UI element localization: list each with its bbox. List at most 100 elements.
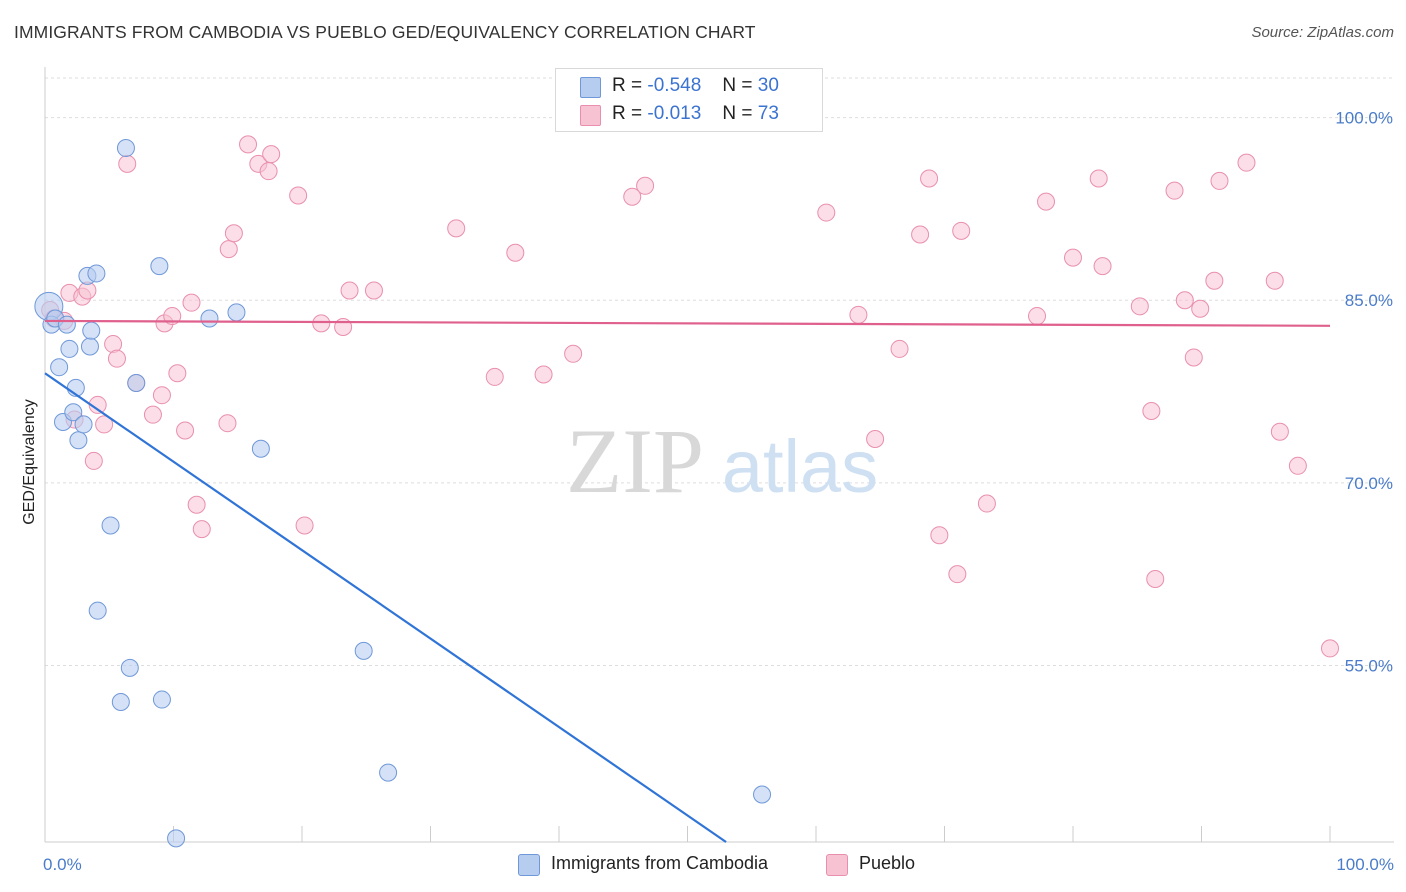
- pueblo-point: [564, 344, 583, 363]
- watermark-zip: ZIP: [566, 410, 704, 512]
- pueblo-point: [920, 169, 939, 188]
- watermark: ZIP atlas: [566, 410, 878, 512]
- y-tick-label: 100.0%: [1335, 109, 1393, 128]
- legend-r-value-pueblo: -0.013: [647, 103, 702, 124]
- pueblo-points: [41, 135, 1339, 658]
- pueblo-point: [1191, 299, 1210, 318]
- pueblo-point: [534, 365, 553, 384]
- y-tick-label: 55.0%: [1345, 656, 1393, 675]
- pueblo-point: [1142, 402, 1161, 421]
- tick-labels: 55.0% 70.0% 85.0% 100.0% 0.0% 100.0%: [43, 109, 1394, 874]
- legend-swatch-cambodia: [580, 77, 601, 98]
- cambodia-point: [379, 763, 398, 782]
- pueblo-point: [262, 145, 281, 164]
- pueblo-point: [1321, 639, 1339, 658]
- legend-r-label: R =: [612, 75, 643, 96]
- pueblo-point: [948, 565, 967, 584]
- bottom-legend-swatch-pueblo: [826, 854, 848, 876]
- pueblo-point: [1093, 257, 1112, 276]
- pueblo-point: [176, 421, 195, 440]
- pueblo-point: [1270, 422, 1289, 441]
- pueblo-point: [1288, 456, 1307, 475]
- cambodia-point: [87, 264, 106, 283]
- pueblo-point: [1210, 171, 1229, 190]
- pueblo-point: [1165, 181, 1184, 200]
- cambodia-point: [251, 439, 270, 458]
- cambodia-points: [34, 139, 772, 848]
- pueblo-point: [239, 135, 258, 154]
- pueblo-point: [977, 494, 996, 513]
- chart-title: IMMIGRANTS FROM CAMBODIA VS PUEBLO GED/E…: [14, 22, 756, 42]
- cambodia-point: [150, 257, 169, 276]
- bottom-legend-label-pueblo: Pueblo: [859, 853, 916, 873]
- pueblo-point: [1028, 307, 1047, 326]
- pueblo-point: [312, 314, 331, 333]
- cambodia-point: [200, 309, 219, 328]
- cambodia-point: [120, 658, 139, 677]
- pueblo-point: [289, 186, 308, 205]
- pueblo-point: [1064, 248, 1082, 267]
- pueblo-point: [295, 516, 314, 535]
- pueblo-point: [187, 495, 206, 514]
- cambodia-trendline: [44, 372, 727, 843]
- pueblo-point: [1037, 192, 1056, 211]
- y-tick-label: 85.0%: [1345, 291, 1393, 310]
- cambodia-point: [50, 358, 69, 377]
- pueblo-point: [952, 221, 971, 240]
- cambodia-point: [227, 303, 246, 322]
- bottom-legend-label-cambodia: Immigrants from Cambodia: [551, 853, 769, 873]
- cambodia-point: [60, 339, 79, 358]
- cambodia-point: [111, 692, 130, 711]
- pueblo-point: [340, 281, 359, 300]
- pueblo-point: [152, 386, 171, 405]
- pueblo-point: [95, 415, 114, 434]
- pueblo-trendline: [44, 319, 1331, 327]
- legend-swatch-pueblo: [580, 105, 601, 126]
- gridlines: [45, 77, 1394, 666]
- pueblo-point: [506, 243, 525, 262]
- pueblo-point: [143, 405, 162, 424]
- watermark-atlas: atlas: [722, 425, 878, 508]
- pueblo-point: [817, 203, 836, 222]
- pueblo-point: [168, 364, 187, 383]
- pueblo-point: [1175, 291, 1194, 310]
- legend-r-label: R =: [612, 103, 643, 124]
- cambodia-point: [116, 139, 135, 158]
- cambodia-point: [88, 601, 107, 620]
- pueblo-point: [930, 526, 949, 545]
- cambodia-point: [74, 415, 93, 434]
- cambodia-point: [152, 690, 171, 709]
- pueblo-point: [636, 176, 655, 195]
- bottom-legend-swatch-cambodia: [518, 854, 540, 876]
- cambodia-point: [57, 315, 76, 334]
- cambodia-point: [80, 337, 99, 356]
- pueblo-point: [1184, 348, 1203, 367]
- pueblo-point: [1146, 570, 1165, 589]
- pueblo-point: [1205, 271, 1224, 290]
- pueblo-point: [364, 281, 383, 300]
- legend-n-label: N =: [722, 103, 753, 124]
- pueblo-point: [192, 520, 211, 539]
- pueblo-point: [1130, 297, 1149, 316]
- cambodia-point: [64, 403, 83, 422]
- pueblo-point: [182, 293, 201, 312]
- axes: [44, 67, 1394, 843]
- pueblo-point: [849, 305, 868, 324]
- pueblo-point: [224, 224, 243, 243]
- cambodia-point: [69, 431, 88, 450]
- pueblo-point: [866, 430, 885, 449]
- stats-legend: R = -0.548 N = 30 R = -0.013 N = 73: [555, 68, 823, 132]
- legend-n-label: N =: [722, 75, 753, 96]
- pueblo-point: [84, 451, 103, 470]
- pueblo-point: [623, 187, 642, 206]
- pueblo-point: [218, 414, 237, 433]
- pueblo-point: [911, 225, 930, 244]
- pueblo-point: [447, 219, 466, 238]
- legend-n-value-cambodia: 30: [757, 75, 779, 96]
- cambodia-point: [167, 829, 186, 848]
- pueblo-point: [485, 367, 504, 386]
- chart-source: Source: ZipAtlas.com: [1251, 24, 1394, 41]
- cambodia-point: [127, 374, 146, 393]
- pueblo-point: [1089, 169, 1108, 188]
